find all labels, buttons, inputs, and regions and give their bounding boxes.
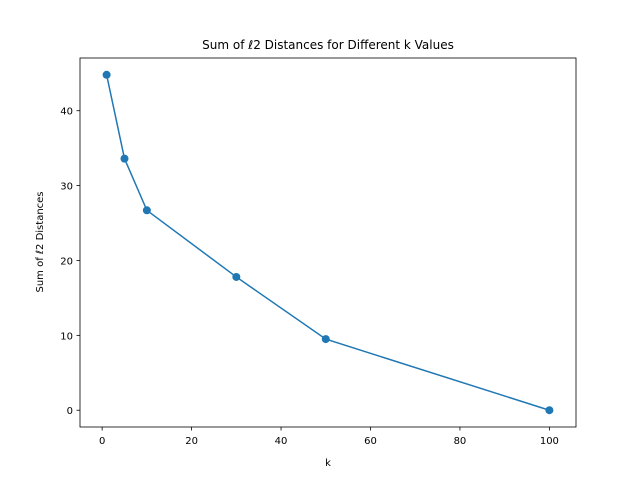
y-tick-label: 0 bbox=[67, 406, 73, 417]
x-tick-label: 40 bbox=[275, 436, 288, 447]
y-tick-label: 40 bbox=[60, 107, 73, 118]
x-tick-label: 100 bbox=[540, 436, 559, 447]
series-layer bbox=[102, 70, 554, 415]
data-point bbox=[321, 335, 330, 344]
chart-title: Sum of ℓ2 Distances for Different k Valu… bbox=[202, 38, 454, 52]
data-point bbox=[545, 406, 554, 415]
x-tick-label: 0 bbox=[99, 436, 105, 447]
plot-frame bbox=[79, 57, 577, 428]
x-tick-label: 80 bbox=[454, 436, 467, 447]
y-axis-label: Sum of ℓ2 Distances bbox=[35, 191, 46, 292]
series-line bbox=[105, 74, 550, 411]
x-axis: 0 20 40 60 80 100 bbox=[99, 427, 559, 447]
y-tick-label: 20 bbox=[60, 256, 73, 267]
plot-area bbox=[80, 58, 576, 427]
data-point bbox=[102, 70, 111, 79]
y-axis: 0 10 20 30 40 bbox=[60, 107, 80, 417]
data-point bbox=[120, 154, 129, 163]
x-tick-label: 20 bbox=[185, 436, 198, 447]
data-point bbox=[142, 206, 151, 215]
x-axis-label: k bbox=[325, 458, 331, 469]
y-tick-label: 10 bbox=[60, 331, 73, 342]
data-point bbox=[232, 272, 241, 281]
y-tick-label: 30 bbox=[60, 182, 73, 193]
x-tick-label: 60 bbox=[364, 436, 377, 447]
